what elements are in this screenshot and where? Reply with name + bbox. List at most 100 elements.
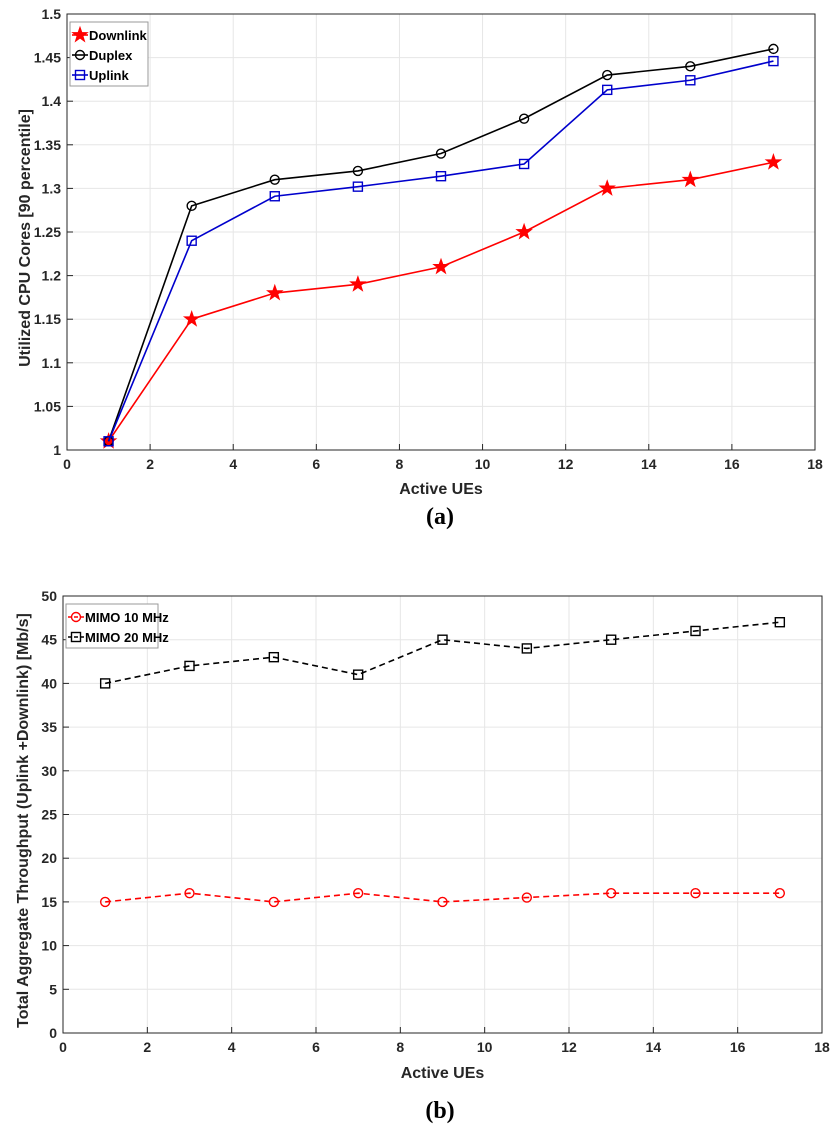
legend-label: Downlink <box>89 28 148 43</box>
x-tick-label: 2 <box>143 1039 151 1055</box>
y-tick-label: 15 <box>41 894 57 910</box>
axes-box <box>62 595 823 1034</box>
series-line <box>105 892 780 903</box>
y-tick-label: 1.4 <box>42 93 62 109</box>
data-point <box>437 896 448 908</box>
y-tick-label: 5 <box>49 981 57 997</box>
series-uplink <box>103 55 779 447</box>
data-point <box>352 181 364 192</box>
data-point <box>690 887 701 899</box>
data-point <box>182 309 201 327</box>
y-tick-label: 45 <box>41 632 57 648</box>
y-tick-label: 1.05 <box>34 398 61 414</box>
chart-b: 0 2 4 6 8 10 12 14 16 18 0 5 10 15 20 25 30 35 40 45 50 Activ… <box>15 588 830 1124</box>
data-point <box>518 113 530 124</box>
x-tick-label: 14 <box>646 1039 662 1055</box>
y-tick-label: 0 <box>49 1025 57 1041</box>
subfigure-caption: (b) <box>425 1098 454 1124</box>
data-point <box>521 892 533 903</box>
series-line <box>107 48 774 442</box>
data-point <box>602 69 613 81</box>
y-axis-label: Total Aggregate Throughput (Uplink +Down… <box>15 613 32 1028</box>
x-tick-label: 18 <box>814 1039 830 1055</box>
axes-box <box>66 13 816 451</box>
data-point <box>103 436 114 447</box>
x-tick-label: 12 <box>561 1039 577 1055</box>
legend-label: MIMO 20 MHz <box>85 630 169 645</box>
legend: MIMO 10 MHz MIMO 20 MHz <box>65 603 169 649</box>
data-point <box>99 896 111 908</box>
x-axis-label: Active UEs <box>399 481 483 498</box>
data-point <box>521 643 533 654</box>
data-point <box>184 660 195 672</box>
data-point <box>768 55 779 67</box>
x-tick-label: 2 <box>146 456 154 472</box>
y-tick-label: 1.25 <box>34 224 61 240</box>
x-tick-label: 10 <box>477 1039 493 1055</box>
x-tick-label: 16 <box>724 456 740 472</box>
y-tick-label: 1.3 <box>42 180 62 196</box>
x-tick-label: 10 <box>475 456 491 472</box>
data-point <box>605 634 617 645</box>
data-point <box>764 152 783 170</box>
data-point <box>268 896 280 908</box>
x-tick-label: 18 <box>807 456 823 472</box>
legend-label: Duplex <box>89 48 133 63</box>
series-mimo-20-mhz <box>99 617 786 689</box>
data-point <box>602 84 613 96</box>
y-tick-label: 35 <box>41 719 57 735</box>
x-tick-label: 8 <box>396 456 404 472</box>
legend: Downlink Duplex Uplink <box>69 21 149 87</box>
legend-marker <box>74 49 86 61</box>
y-tick-label: 40 <box>41 675 57 691</box>
x-tick-label: 0 <box>59 1039 67 1055</box>
data-point <box>685 75 696 86</box>
series-line <box>107 60 774 442</box>
y-tick-label: 1.5 <box>42 6 62 22</box>
x-tick-label: 14 <box>641 456 657 472</box>
data-point <box>99 678 111 689</box>
x-tick-label: 16 <box>730 1039 746 1055</box>
legend-marker <box>71 25 89 43</box>
series-mimo-10-mhz <box>99 887 786 908</box>
data-point <box>437 634 448 645</box>
y-tick-label: 1.2 <box>42 268 62 284</box>
x-tick-label: 12 <box>558 456 574 472</box>
chart-a: 0 2 4 6 8 10 12 14 16 18 1 1.05 1.1 1.15 1.2 1.25 1.3 1.3… <box>17 6 823 530</box>
y-tick-label: 1.1 <box>42 355 62 371</box>
x-tick-label: 6 <box>312 456 320 472</box>
x-tick-label: 4 <box>228 1039 236 1055</box>
y-tick-label: 1.45 <box>34 50 61 66</box>
y-tick-label: 1.35 <box>34 137 61 153</box>
y-tick-label: 20 <box>41 850 57 866</box>
y-tick-label: 10 <box>41 938 57 954</box>
data-point <box>435 148 447 159</box>
data-point <box>774 617 786 628</box>
legend-label: MIMO 10 MHz <box>85 610 169 625</box>
y-tick-label: 50 <box>41 588 57 604</box>
data-point <box>352 887 364 899</box>
legend-box <box>65 603 159 649</box>
data-point <box>768 43 779 55</box>
data-point <box>266 283 284 301</box>
data-point <box>184 887 195 899</box>
data-point <box>685 61 696 72</box>
data-point <box>515 222 533 240</box>
legend-marker <box>74 69 86 81</box>
x-tick-label: 0 <box>63 456 71 472</box>
data-point <box>269 174 280 185</box>
x-tick-label: 8 <box>396 1039 404 1055</box>
data-point <box>432 257 450 275</box>
data-point <box>681 170 700 188</box>
data-point <box>774 887 786 899</box>
data-point <box>186 235 197 246</box>
legend-label: Uplink <box>89 68 129 83</box>
y-tick-label: 1 <box>53 442 61 458</box>
data-point <box>605 887 617 899</box>
data-point <box>269 191 280 202</box>
data-point <box>349 275 367 292</box>
x-axis-label: Active UEs <box>401 1065 485 1082</box>
data-point <box>352 165 364 177</box>
y-axis-label: Utilized CPU Cores [90 percentile] <box>17 109 34 367</box>
series-line <box>105 621 780 685</box>
